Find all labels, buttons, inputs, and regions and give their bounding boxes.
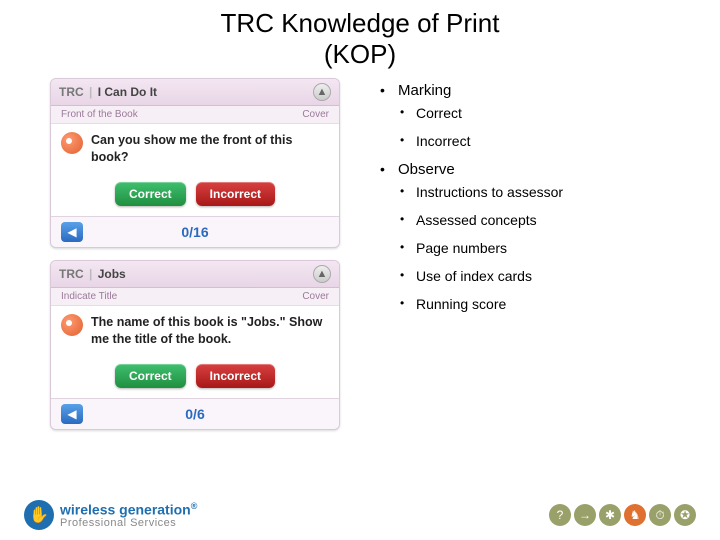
bullet-index-cards: Use of index cards [380,268,563,284]
logo-text: wireless generation® Professional Servic… [60,501,197,530]
question-text: The name of this book is "Jobs." Show me… [91,314,329,348]
sub-right: Cover [302,291,329,302]
logo-line-2: Professional Services [60,517,197,529]
bullet-incorrect: Incorrect [380,133,563,149]
up-arrow-icon[interactable]: ▲ [313,83,331,101]
app-footer: ◀ 0/16 [51,216,339,247]
bullet-running-score: Running score [380,296,563,312]
content-area: TRC | I Can Do It ▲ Front of the Book Co… [0,70,720,430]
incorrect-button[interactable]: Incorrect [196,364,275,388]
bullet-page-numbers: Page numbers [380,240,563,256]
app-header: TRC | I Can Do It ▲ [51,79,339,106]
app-header-title: TRC | I Can Do It [59,85,157,99]
logo-line-1: wireless generation® [60,501,197,518]
dot-icon: → [574,504,596,526]
avatar-icon [61,314,83,336]
question-row: The name of this book is "Jobs." Show me… [51,306,339,356]
dot-icon: ✱ [599,504,621,526]
header-main: Jobs [98,267,126,281]
header-prefix: TRC [59,267,84,281]
app-header: TRC | Jobs ▲ [51,261,339,288]
bullet-assessed: Assessed concepts [380,212,563,228]
correct-button[interactable]: Correct [115,182,186,206]
question-text: Can you show me the front of this book? [91,132,329,166]
sub-left: Front of the Book [61,109,138,120]
logo: ✋ wireless generation® Professional Serv… [24,500,197,530]
title-line-2: (KOP) [324,39,396,69]
back-button[interactable]: ◀ [61,222,83,242]
app-subheader: Front of the Book Cover [51,106,339,124]
slide-title: TRC Knowledge of Print (KOP) [0,0,720,70]
question-row: Can you show me the front of this book? [51,124,339,174]
dot-icon: ? [549,504,571,526]
footer-dots: ? → ✱ ♞ ⏱ ✪ [549,504,696,526]
bullet-marking: Marking [380,82,563,99]
header-prefix: TRC [59,85,84,99]
sub-left: Indicate Title [61,291,117,302]
score-text: 0/6 [185,406,204,422]
bullet-column: Marking Correct Incorrect Observe Instru… [340,78,563,430]
correct-button[interactable]: Correct [115,364,186,388]
avatar-icon [61,132,83,154]
app-subheader: Indicate Title Cover [51,288,339,306]
app-card-2: TRC | Jobs ▲ Indicate Title Cover The na… [50,260,340,430]
button-row: Correct Incorrect [51,174,339,216]
slide-footer: ✋ wireless generation® Professional Serv… [0,500,720,530]
screenshots-column: TRC | I Can Do It ▲ Front of the Book Co… [50,78,340,430]
sub-right: Cover [302,109,329,120]
dot-icon: ✪ [674,504,696,526]
button-row: Correct Incorrect [51,356,339,398]
score-text: 0/16 [181,224,208,240]
app-card-1: TRC | I Can Do It ▲ Front of the Book Co… [50,78,340,248]
header-sep: | [89,267,92,281]
bullet-instructions: Instructions to assessor [380,184,563,200]
back-button[interactable]: ◀ [61,404,83,424]
dot-icon: ⏱ [649,504,671,526]
app-header-title: TRC | Jobs [59,267,126,281]
dot-icon: ♞ [624,504,646,526]
logo-brand: wireless generation [60,501,191,517]
bullet-list: Marking Correct Incorrect Observe Instru… [380,82,563,312]
incorrect-button[interactable]: Incorrect [196,182,275,206]
header-main: I Can Do It [98,85,157,99]
app-footer: ◀ 0/6 [51,398,339,429]
registered-icon: ® [191,501,198,511]
bullet-correct: Correct [380,105,563,121]
header-sep: | [89,85,92,99]
up-arrow-icon[interactable]: ▲ [313,265,331,283]
title-line-1: TRC Knowledge of Print [221,8,500,38]
hand-icon: ✋ [24,500,54,530]
bullet-observe: Observe [380,161,563,178]
